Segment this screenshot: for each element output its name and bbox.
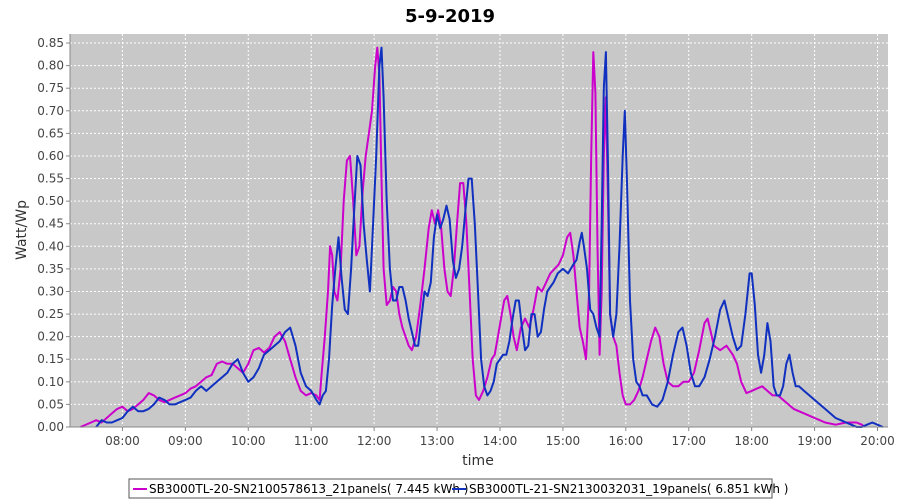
x-tick-label: 20:00 [860,434,895,448]
series-line-2 [95,46,884,428]
y-tick-label: 0.15 [37,352,64,366]
y-axis-ticks: 0.00 0.05 0.10 0.15 0.20 0.25 0.30 0.35 0.40 0.45… [37,36,70,434]
x-tick-label: 11:00 [294,434,329,448]
y-tick-label: 0.25 [37,307,64,321]
series-lines [80,46,884,428]
grid [70,34,888,427]
x-tick-label: 16:00 [609,434,644,448]
legend-box [128,478,773,499]
y-tick-label: 0.40 [37,239,64,253]
x-axis-ticks: 08:00 09:00 10:00 11:00 12:00 13:00 14:00 15:00… [105,427,895,448]
y-tick-label: 0.45 [37,217,64,231]
x-tick-label: 15:00 [546,434,581,448]
y-tick-label: 0.20 [37,330,64,344]
y-tick-label: 0.75 [37,81,64,95]
x-tick-label: 13:00 [420,434,455,448]
y-tick-label: 0.80 [37,59,64,73]
x-tick-label: 12:00 [357,434,392,448]
y-tick-label: 0.55 [37,172,64,186]
y-tick-label: 0.65 [37,126,64,140]
y-axis-label: Watt/Wp [14,200,30,260]
y-tick-label: 0.35 [37,262,64,276]
x-axis-label: time [462,453,494,469]
y-tick-label: 0.00 [37,420,64,434]
y-tick-label: 0.70 [37,104,64,118]
legend-label-series-1: SB3000TL-20-SN2100578613_21panels( 7.445… [149,482,468,496]
x-tick-label: 10:00 [231,434,266,448]
y-tick-label: 0.85 [37,36,64,50]
x-tick-label: 18:00 [734,434,769,448]
y-tick-label: 0.30 [37,284,64,298]
legend-label-series-2: SB3000TL-21-SN2130032031_19panels( 6.851… [469,482,788,496]
x-tick-label: 19:00 [797,434,832,448]
chart-title: 5-9-2019 [405,6,495,27]
x-tick-label: 09:00 [168,434,203,448]
legend: SB3000TL-20-SN2100578613_21panels( 7.445… [128,478,788,499]
y-tick-label: 0.05 [37,397,64,411]
x-tick-label: 14:00 [483,434,518,448]
plot-area [70,34,888,427]
x-tick-label: 17:00 [671,434,706,448]
y-tick-label: 0.50 [37,194,64,208]
x-tick-label: 08:00 [105,434,140,448]
y-tick-label: 0.60 [37,149,64,163]
y-tick-label: 0.10 [37,375,64,389]
